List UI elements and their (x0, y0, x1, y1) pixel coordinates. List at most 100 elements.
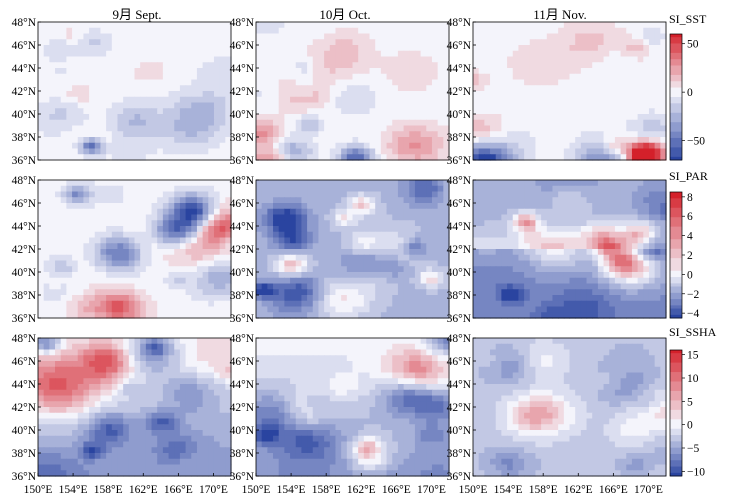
heatmap-cell (660, 27, 667, 35)
heatmap-cell (225, 283, 232, 290)
colorbar-tick-label: 50 (687, 39, 699, 51)
heatmap-cell (49, 266, 56, 273)
heatmap-cell (431, 272, 439, 279)
heatmap-cell (38, 50, 45, 58)
heatmap-cell (426, 312, 433, 319)
heatmap-cell (541, 254, 548, 262)
heatmap-cell (179, 283, 187, 290)
heatmap-cell (185, 85, 192, 92)
heatmap-cell (592, 231, 599, 239)
heatmap-cell (529, 306, 537, 313)
heatmap-cell (43, 277, 50, 285)
heatmap-cell (358, 102, 365, 109)
heatmap-cell (72, 131, 79, 138)
heatmap-cell (83, 289, 90, 296)
heatmap-cell (524, 102, 531, 109)
heatmap-cell (518, 237, 525, 244)
heatmap-cell (318, 289, 325, 296)
heatmap-cell (213, 39, 221, 46)
heatmap-cell (100, 295, 107, 302)
heatmap-cell (202, 231, 209, 239)
heatmap-cell (261, 249, 268, 256)
heatmap-cell (437, 108, 444, 115)
heatmap-cell (111, 231, 119, 239)
heatmap-cell (637, 68, 644, 75)
heatmap-cell (219, 289, 226, 296)
heatmap-cell (100, 131, 107, 138)
heatmap-cell (307, 295, 314, 302)
heatmap-cell (614, 300, 622, 308)
heatmap-cell (352, 50, 359, 58)
heatmap-cell (151, 62, 158, 69)
heatmap-cell (535, 180, 542, 187)
heatmap-cell (128, 272, 136, 279)
heatmap-cell (518, 102, 525, 109)
heatmap-cell (168, 283, 175, 290)
heatmap-cell (512, 295, 520, 302)
heatmap-cell (60, 180, 67, 187)
heatmap-cell (597, 50, 605, 58)
heatmap-cell (403, 50, 410, 58)
heatmap-cell (134, 237, 141, 244)
heatmap-cell (111, 45, 119, 52)
heatmap-cell (307, 68, 314, 75)
heatmap-cell (524, 272, 531, 279)
heatmap-cell (284, 306, 291, 313)
heatmap-cell (77, 226, 85, 233)
heatmap-cell (575, 96, 582, 104)
heatmap-cell (512, 27, 520, 35)
heatmap-cell (512, 243, 520, 250)
heatmap-cell (151, 33, 158, 40)
heatmap-cell (261, 45, 268, 52)
heatmap-cell (38, 254, 45, 262)
heatmap-cell (507, 180, 514, 187)
heatmap-cell (660, 96, 667, 104)
heatmap-cell (106, 108, 113, 115)
heatmap-cell (168, 254, 175, 262)
heatmap-cell (558, 114, 565, 121)
heatmap-cell (369, 62, 376, 69)
heatmap-cell (341, 237, 348, 244)
heatmap-cell (123, 300, 130, 308)
heatmap-cell (414, 56, 422, 63)
heatmap-cell (111, 148, 119, 155)
heatmap-cell (134, 312, 141, 319)
heatmap-cell (256, 277, 263, 285)
heatmap-cell (392, 68, 399, 75)
heatmap-cell (490, 45, 497, 52)
heatmap-cell (179, 114, 187, 121)
heatmap-cell (100, 45, 107, 52)
heatmap-cell (295, 68, 303, 75)
heatmap-cell (72, 62, 79, 69)
heatmap-cell (38, 272, 45, 279)
heatmap-cell (134, 272, 141, 279)
heatmap-cell (225, 33, 232, 40)
heatmap-cell (546, 73, 554, 81)
heatmap-cell (375, 277, 382, 285)
heatmap-cell (66, 22, 73, 29)
heatmap-cell (597, 62, 605, 69)
heatmap-cell (614, 114, 622, 121)
heatmap-cell (196, 185, 204, 193)
heatmap-cell (541, 289, 548, 296)
heatmap-cell (431, 295, 439, 302)
heatmap-cell (196, 91, 204, 98)
heatmap-cell (569, 289, 576, 296)
heatmap-cell (100, 226, 107, 233)
heatmap-cell (290, 73, 297, 81)
heatmap-cell (318, 203, 325, 210)
heatmap-cell (49, 45, 56, 52)
heatmap-cell (512, 45, 520, 52)
heatmap-cell (609, 272, 616, 279)
heatmap-cell (501, 203, 508, 210)
heatmap-cell (648, 243, 656, 250)
heatmap-cell (60, 214, 67, 221)
heatmap-cell (358, 243, 365, 250)
heatmap-cell (134, 277, 141, 285)
heatmap-cell (111, 249, 119, 256)
heatmap-cell (77, 243, 85, 250)
heatmap-cell (72, 27, 79, 35)
heatmap-cell (414, 85, 422, 92)
heatmap-cell (49, 142, 56, 150)
heatmap-cell (43, 289, 50, 296)
